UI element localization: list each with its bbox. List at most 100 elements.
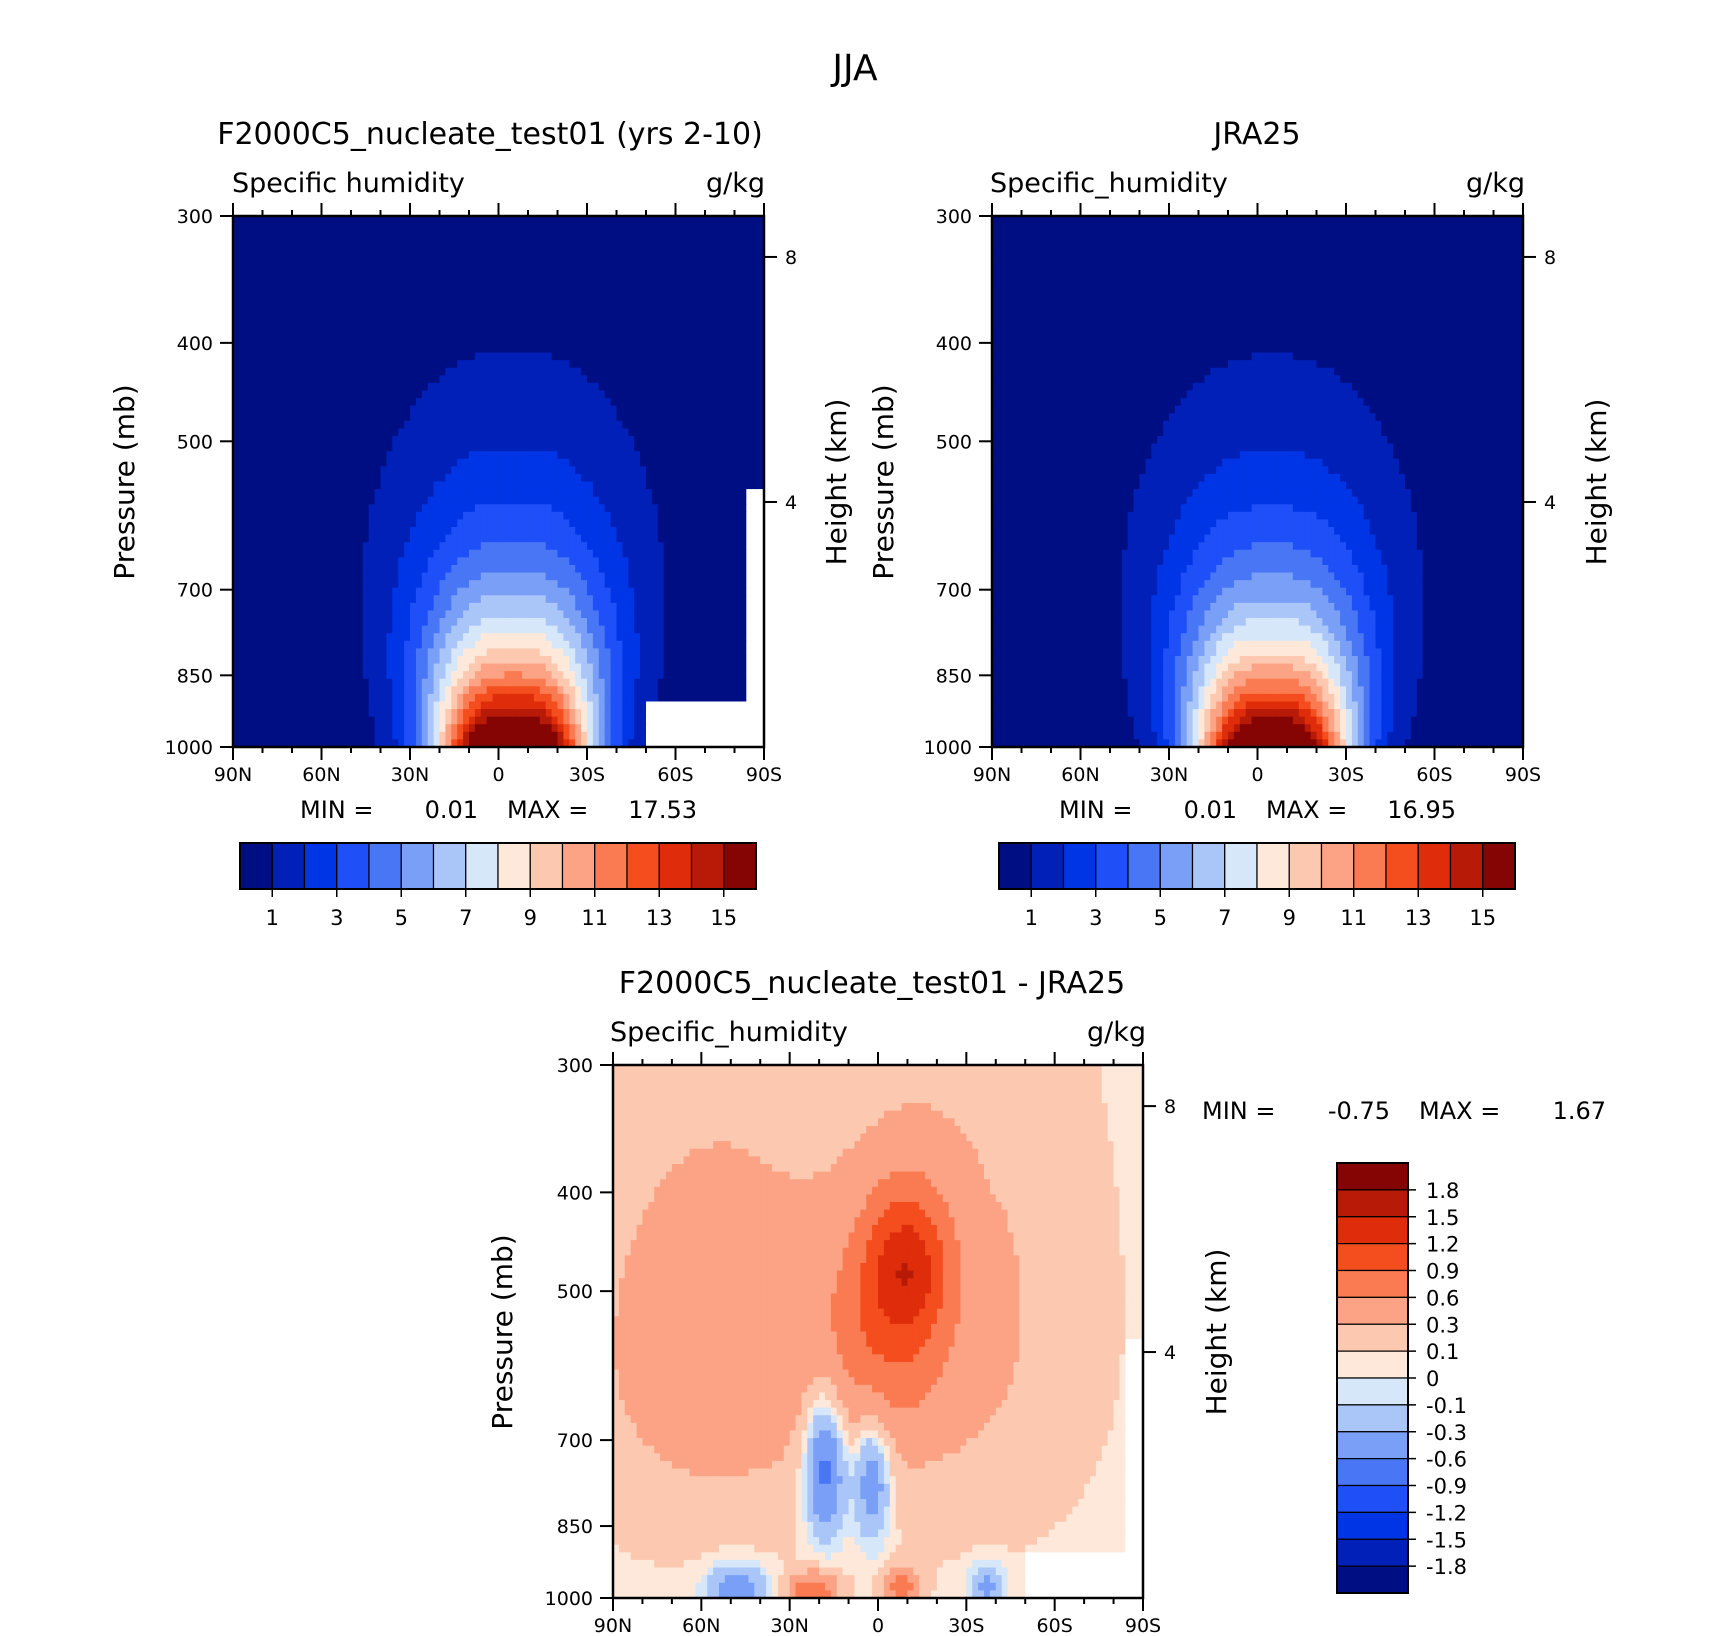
pressure-tick-label: 1000 [924,737,972,759]
height-tick-labels: 84 [785,247,797,514]
colorbar-label: 1.8 [1426,1179,1459,1203]
colorbar-label: 15 [1469,906,1496,930]
latitude-tick-label: 90S [1125,1615,1161,1636]
colorbar-swatch [1418,843,1450,889]
colorbar-swatch [1257,843,1289,889]
panel-obs: JRA25 Specific_humidity g/kg 30040050070… [867,117,1613,930]
right-axis-label: Height (km) [1200,1249,1233,1416]
colorbar-swatch [1337,1217,1408,1244]
colorbar-swatch [1031,843,1063,889]
colorbar-label: 9 [524,906,537,930]
height-tick-label: 8 [785,247,797,269]
pressure-tick-label: 300 [557,1055,593,1077]
colorbar-swatch [563,843,595,889]
latitude-tick-label: 60N [302,764,340,786]
colorbar-label: -1.2 [1426,1501,1467,1525]
latitude-tick-label: 60N [682,1615,720,1636]
colorbar-label: 0.1 [1426,1340,1459,1364]
latitude-tick-label: 30N [1150,764,1188,786]
colorbar-label: 11 [581,906,608,930]
max-value: 17.53 [628,796,697,824]
colorbar-swatch [272,843,304,889]
colorbar-label: 3 [330,906,343,930]
latitude-tick-label: 30S [948,1615,984,1636]
max-value: 1.67 [1553,1097,1606,1125]
colorbar-swatch [1337,1566,1408,1593]
latitude-tick-labels: 90N 60N 30N 0 30S 60S 90S [594,1615,1161,1636]
colorbar-label: -1.5 [1426,1528,1467,1552]
max-value: 16.95 [1387,796,1456,824]
height-tick-labels: 84 [1544,247,1556,514]
colorbar-label: -0.3 [1426,1421,1467,1445]
panel-model: F2000C5_nucleate_test01 (yrs 2-10) Speci… [108,117,853,930]
latitude-tick-label: 30S [1328,764,1364,786]
panel-title: F2000C5_nucleate_test01 (yrs 2-10) [217,117,763,152]
pressure-tick-label: 400 [557,1182,593,1204]
height-tick-label: 8 [1544,247,1556,269]
latitude-tick-label: 30N [770,1615,808,1636]
latitude-tick-label: 0 [872,1615,884,1636]
colorbar-swatch [1337,1297,1408,1324]
variable-label: Specific humidity [232,168,465,199]
pressure-tick-label: 850 [557,1516,593,1538]
variable-label: Specific_humidity [610,1017,848,1048]
colorbar-swatch [999,843,1031,889]
colorbar-label: 13 [1405,906,1432,930]
colorbar-label: 11 [1340,906,1367,930]
latitude-tick-label: 90N [214,764,252,786]
contour-field [613,1065,1144,1599]
y-axis-label: Pressure (mb) [108,384,141,579]
colorbar-label: 5 [395,906,408,930]
colorbar: 1.81.51.20.90.60.30.10-0.1-0.3-0.6-0.9-1… [1337,1163,1467,1593]
colorbar-swatch [1337,1378,1408,1405]
colorbar-label: 7 [459,906,472,930]
colorbar-swatch [1451,843,1483,889]
min-value: -0.75 [1328,1097,1390,1125]
colorbar-swatch [1337,1512,1408,1539]
colorbar-swatch [1160,843,1192,889]
pressure-tick-label: 300 [936,206,972,228]
height-tick-label: 4 [1164,1342,1176,1364]
height-tick-label: 4 [1544,492,1556,514]
colorbar-swatch [692,843,724,889]
colorbar-label: 7 [1218,906,1231,930]
colorbar-swatch [466,843,498,889]
latitude-tick-label: 90S [746,764,782,786]
colorbar-swatch [1483,843,1515,889]
min-value: 0.01 [425,796,478,824]
colorbar-swatch [305,843,337,889]
min-label: MIN = [300,796,373,824]
pressure-tick-label: 700 [177,580,213,602]
colorbar-swatch [1337,1486,1408,1513]
colorbar: 1 3 5 7 9 11 13 15 [240,843,756,930]
contour-field [992,216,1524,748]
pressure-tick-label: 850 [177,665,213,687]
panel-title: JRA25 [1211,117,1300,152]
colorbar-swatch [1386,843,1418,889]
colorbar-swatch [1225,843,1257,889]
colorbar-swatch [1337,1190,1408,1217]
colorbar-label: -0.9 [1426,1475,1467,1499]
colorbar-label: 13 [646,906,673,930]
colorbar-swatch [1289,843,1321,889]
latitude-tick-label: 0 [1251,764,1263,786]
colorbar-swatch [1337,1405,1408,1432]
latitude-tick-label: 60S [1037,1615,1073,1636]
colorbar-swatch [530,843,562,889]
colorbar-swatch [1064,843,1096,889]
pressure-tick-label: 500 [936,431,972,453]
contour-field [233,216,765,748]
colorbar-label: 1.5 [1426,1206,1459,1230]
units-label: g/kg [1466,168,1525,199]
latitude-tick-label: 0 [492,764,504,786]
latitude-tick-label: 90S [1505,764,1541,786]
latitude-tick-label: 60N [1061,764,1099,786]
colorbar-swatch [724,843,756,889]
min-label: MIN = [1202,1097,1275,1125]
colorbar-label: 5 [1154,906,1167,930]
latitude-tick-label: 60S [657,764,693,786]
colorbar-swatch [1337,1351,1408,1378]
pressure-tick-label: 400 [936,333,972,355]
